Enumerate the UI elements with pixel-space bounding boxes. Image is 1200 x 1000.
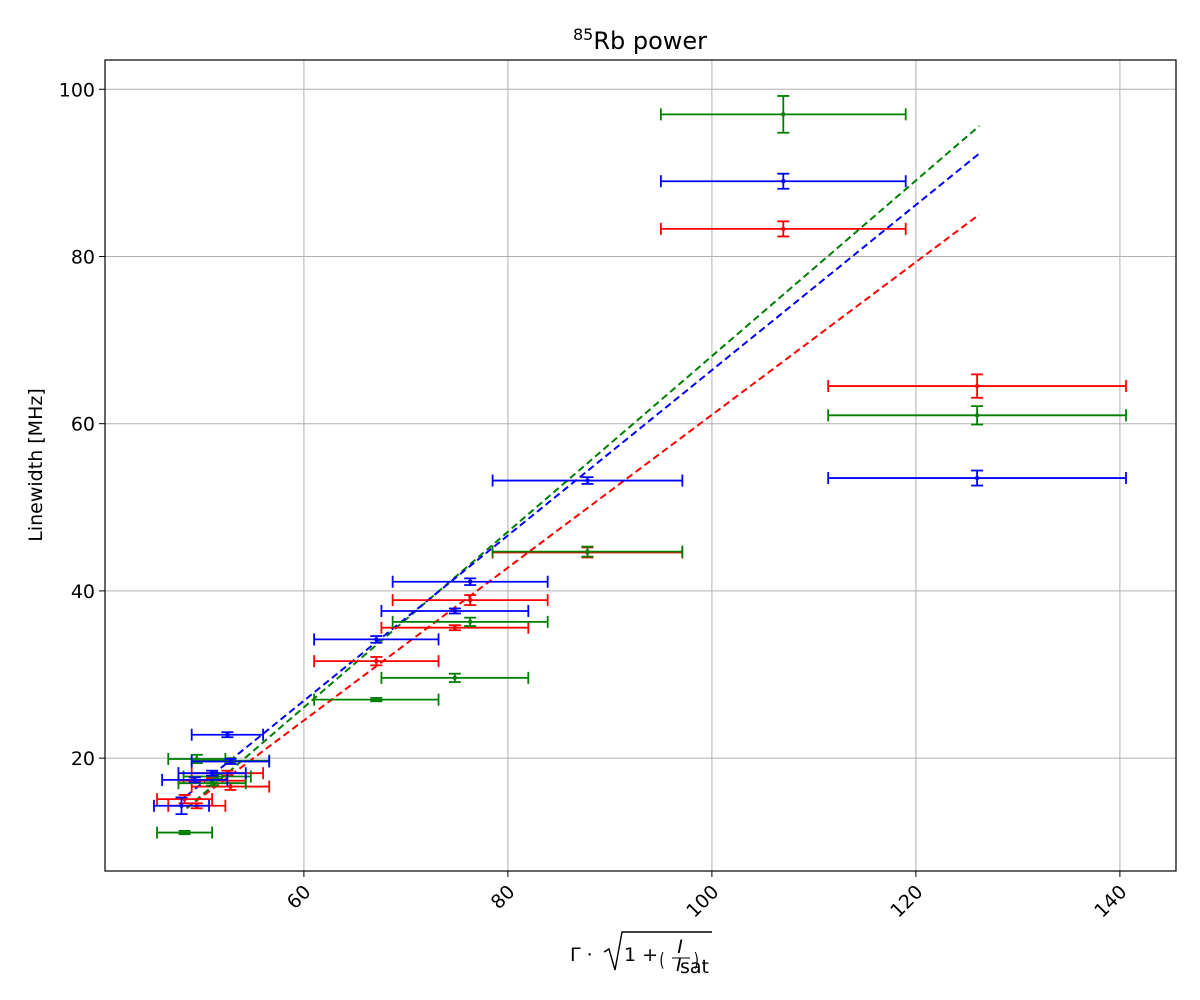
x-ticks: 60 80 100 120 140 (283, 871, 1131, 922)
x-tick-label: 140 (1090, 881, 1131, 922)
x-tick-label: 60 (283, 881, 316, 914)
fit-lines (185, 125, 980, 810)
x-tick-label: 120 (886, 881, 927, 922)
y-tick-label: 40 (71, 581, 95, 603)
svg-text:): ) (694, 949, 699, 971)
marker (585, 478, 590, 483)
data-point (391, 575, 549, 588)
series-1 (156, 220, 1127, 812)
y-tick-label: 100 (59, 79, 95, 101)
data-point (190, 755, 271, 768)
marker (228, 759, 233, 764)
data-point (660, 95, 907, 134)
marker (209, 781, 215, 786)
series-3 (153, 172, 1127, 816)
marker (467, 579, 473, 584)
data-point (380, 604, 530, 617)
data-point (177, 767, 247, 780)
marker (467, 597, 473, 603)
data-point (827, 469, 1127, 487)
marker (192, 777, 197, 783)
chart-title: 85Rb power (573, 25, 707, 55)
data-point (491, 545, 684, 558)
marker (228, 784, 233, 789)
data-point (380, 671, 530, 684)
data-point (827, 405, 1127, 426)
data-point (161, 773, 229, 786)
marker (781, 112, 786, 117)
title-main: Rb power (593, 27, 707, 55)
series-2 (156, 95, 1127, 839)
marker (209, 770, 215, 776)
svg-text:I: I (677, 936, 683, 958)
marker (179, 803, 184, 808)
marker (374, 637, 379, 642)
marker (974, 475, 980, 481)
marker (781, 226, 786, 232)
svg-text:I: I (676, 954, 682, 976)
svg-text:Γ ·: Γ · (570, 944, 593, 966)
data-point (827, 373, 1127, 399)
marker (781, 179, 786, 184)
data-point (313, 693, 440, 706)
data-point (167, 752, 227, 765)
data-point (391, 594, 549, 607)
marker (374, 658, 379, 664)
data-point (313, 655, 440, 668)
data-points (153, 95, 1127, 839)
x-tick-label: 80 (487, 881, 520, 914)
data-point (153, 796, 210, 816)
fit-line-series-1 (186, 213, 980, 810)
y-tick-label: 20 (71, 748, 95, 770)
grid-layer (105, 60, 1176, 871)
y-axis-label: Linewidth [MHz] (25, 388, 47, 541)
marker (182, 830, 187, 835)
data-point (491, 474, 684, 487)
data-point (380, 621, 530, 634)
svg-text:(: ( (659, 949, 664, 971)
x-axis-label: Γ · 1 + ( I I sat ) (570, 931, 712, 978)
marker (467, 619, 473, 625)
marker (974, 383, 980, 389)
data-point (313, 633, 440, 646)
data-point (156, 793, 214, 806)
svg-text:sat: sat (680, 956, 709, 978)
title-superscript: 85 (573, 25, 593, 44)
data-point (156, 826, 214, 839)
plot-frame (104, 59, 1177, 872)
data-point (190, 728, 265, 741)
x-tick-label: 100 (682, 881, 723, 922)
data-point (660, 220, 907, 238)
data-point (391, 615, 549, 628)
y-tick-label: 60 (71, 414, 95, 436)
fit-line-series-3 (185, 152, 980, 797)
svg-text:1 +: 1 + (624, 944, 658, 966)
marker (585, 549, 590, 554)
marker (452, 608, 458, 614)
marker (974, 413, 980, 418)
fit-line-series-2 (185, 125, 980, 810)
marker (225, 732, 230, 737)
y-tick-label: 80 (71, 246, 95, 268)
marker (452, 625, 458, 630)
y-ticks: 20 40 60 80 100 (59, 79, 105, 770)
marker (452, 675, 458, 681)
marker (374, 697, 379, 702)
data-point (660, 172, 907, 190)
